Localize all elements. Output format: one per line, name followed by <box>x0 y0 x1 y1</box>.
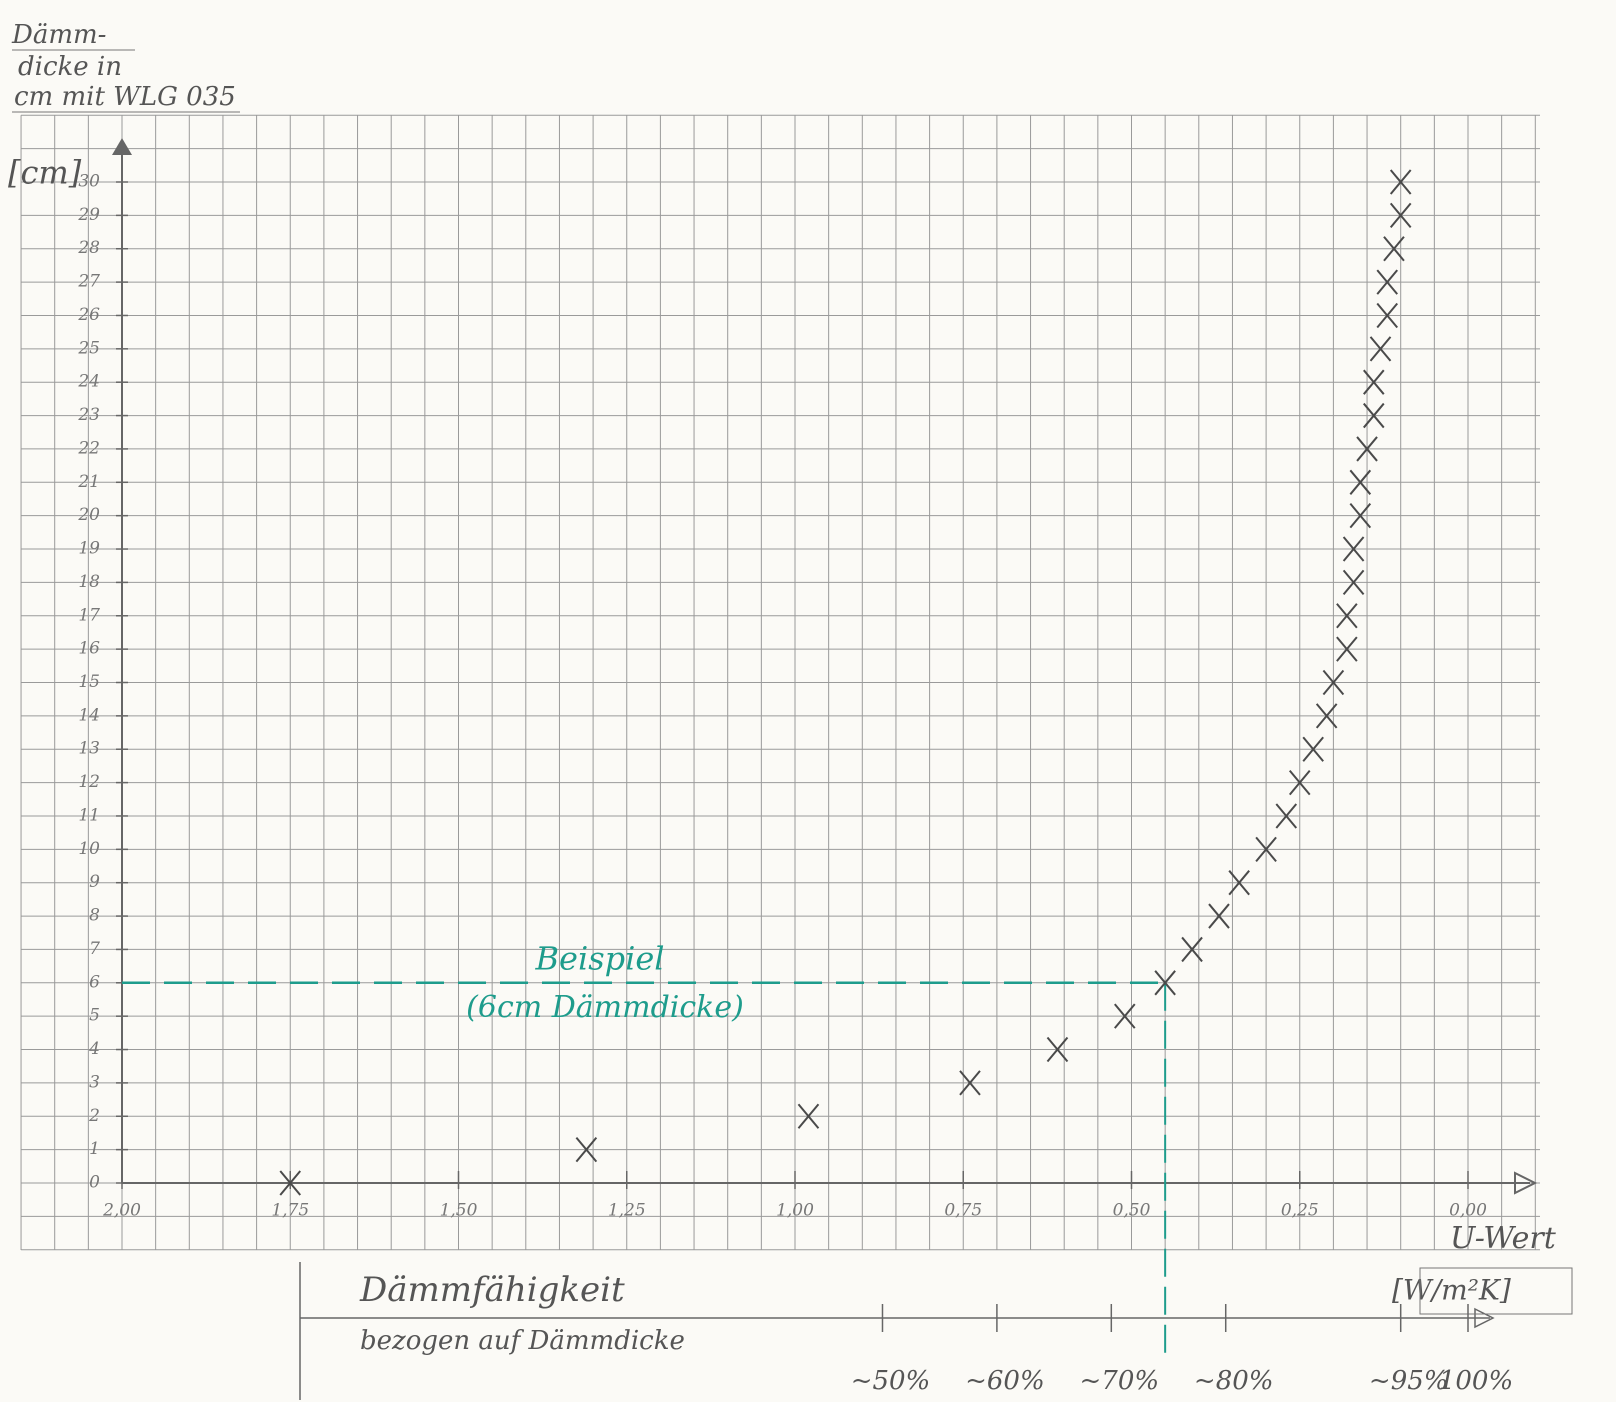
y-tick-label: 3 <box>89 1072 100 1092</box>
annotation: (6cm Dämmdicke) <box>466 990 744 1025</box>
x-tick-label: 2,00 <box>102 1201 141 1221</box>
y-tick-label: 7 <box>89 939 100 959</box>
annotation: Beispiel <box>535 939 665 977</box>
y-unit: [cm] <box>8 154 82 192</box>
y-tick-label: 26 <box>77 305 100 325</box>
y-tick-label: 10 <box>78 839 100 859</box>
y-tick-label: 28 <box>77 238 100 258</box>
y-tick-label: 19 <box>78 539 100 559</box>
y-tick-label: 8 <box>89 906 100 926</box>
y-tick-label: 30 <box>78 172 100 192</box>
scale-tick-label: ~80% <box>1194 1366 1274 1396</box>
y-tick-label: 16 <box>78 639 100 659</box>
x-tick-label: 1,25 <box>608 1201 646 1221</box>
x-tick-label: 0,50 <box>1113 1201 1151 1221</box>
y-tick-label: 20 <box>77 505 100 525</box>
y-label-line: dicke in <box>18 52 122 82</box>
scale-tick-label: ~95% <box>1369 1366 1449 1396</box>
y-label-line: Dämm- <box>11 20 106 50</box>
y-tick-label: 13 <box>78 739 100 759</box>
y-tick-label: 18 <box>78 572 100 592</box>
y-tick-label: 29 <box>77 205 100 225</box>
y-tick-label: 9 <box>89 872 100 892</box>
scale-tick-label: 100% <box>1439 1366 1513 1396</box>
chart: Dämm- dicke in cm mit WLG 035 [cm] U-Wer… <box>0 0 1616 1402</box>
y-tick-label: 0 <box>89 1173 100 1193</box>
y-tick-label: 11 <box>78 805 100 825</box>
y-tick-label: 17 <box>78 605 100 625</box>
y-tick-label: 2 <box>88 1106 100 1126</box>
y-tick-label: 21 <box>77 472 100 492</box>
scale-tick-label: ~50% <box>851 1366 931 1396</box>
x-tick-label: 0,00 <box>1449 1201 1487 1221</box>
y-tick-label: 5 <box>89 1006 100 1026</box>
y-tick-label: 23 <box>77 405 100 425</box>
scale-subtitle: bezogen auf Dämmdicke <box>360 1326 685 1356</box>
x-unit: [W/m²K] <box>1392 1274 1511 1307</box>
y-tick-label: 22 <box>77 438 100 458</box>
y-tick-label: 4 <box>88 1039 100 1059</box>
y-tick-label: 24 <box>77 372 100 392</box>
page: Dämm- dicke in cm mit WLG 035 [cm] U-Wer… <box>0 0 1616 1402</box>
y-tick-label: 25 <box>77 338 100 358</box>
x-tick-label: 0,25 <box>1281 1201 1319 1221</box>
y-label-line: cm mit WLG 035 <box>14 82 236 112</box>
y-tick-label: 27 <box>77 272 100 292</box>
scale-tick-label: ~70% <box>1080 1366 1160 1396</box>
y-tick-label: 6 <box>89 972 100 992</box>
x-tick-label: 0,75 <box>944 1201 982 1221</box>
y-tick-label: 14 <box>78 705 100 725</box>
x-label: U-Wert <box>1450 1221 1557 1256</box>
y-tick-label: 15 <box>78 672 100 692</box>
scale-title: Dämmfähigkeit <box>359 1270 625 1310</box>
y-tick-label: 12 <box>78 772 100 792</box>
x-tick-label: 1,00 <box>776 1201 814 1221</box>
x-tick-label: 1,50 <box>440 1201 478 1221</box>
x-tick-label: 1,75 <box>271 1201 309 1221</box>
scale-tick-label: ~60% <box>965 1366 1045 1396</box>
y-tick-label: 1 <box>89 1139 100 1159</box>
paper <box>0 0 1616 1402</box>
